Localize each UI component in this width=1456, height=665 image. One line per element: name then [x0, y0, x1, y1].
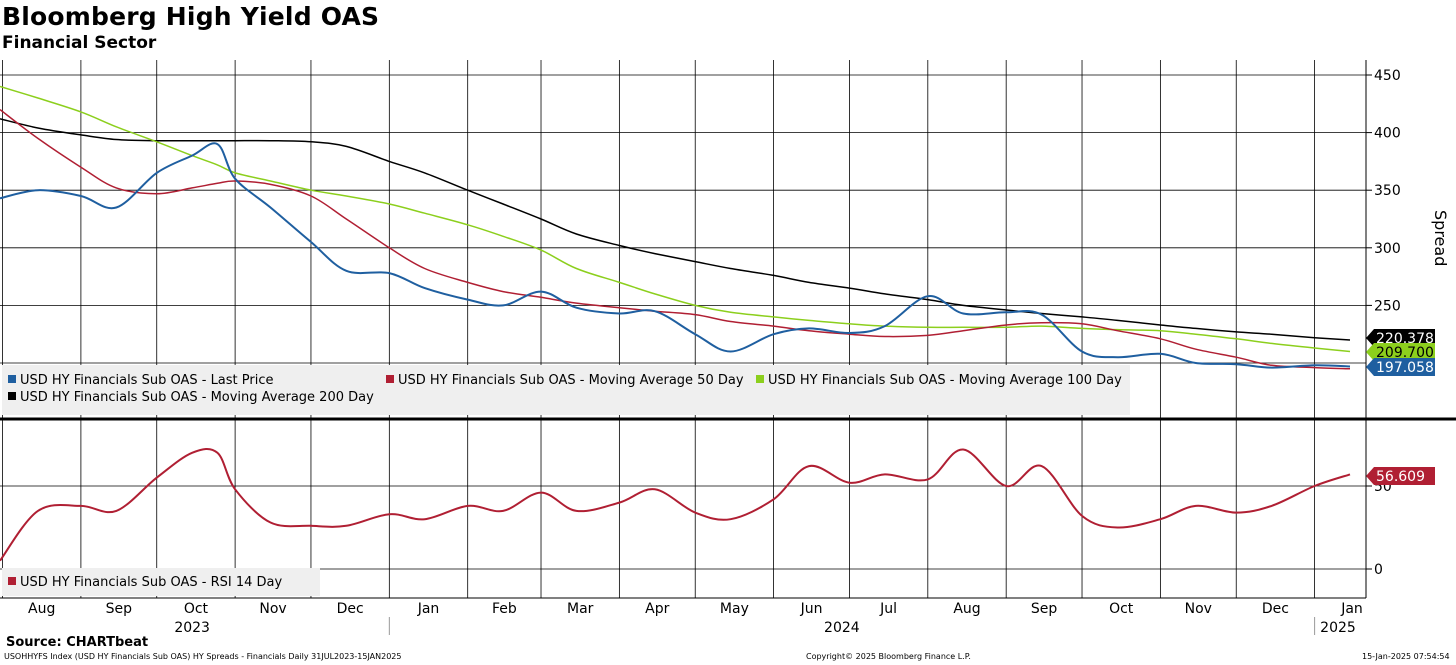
x-tick-label: Sep — [106, 601, 133, 617]
ma200-line — [0, 118, 1351, 341]
rsi-legend-background — [2, 568, 320, 596]
x-tick-label: Aug — [953, 601, 980, 617]
x-year-label: 2025 — [1320, 620, 1356, 636]
y-tick-label: 0 — [1374, 562, 1383, 578]
ma100-line — [0, 85, 1351, 353]
x-tick-label: Dec — [1262, 601, 1289, 617]
footer-timestamp: 15-Jan-2025 07:54:54 — [1362, 652, 1450, 661]
last-price-value-tag-text: 197.058 — [1376, 360, 1434, 376]
ma100-value-tag-box — [1366, 343, 1435, 361]
footer-copyright: Copyright© 2025 Bloomberg Finance L.P. — [806, 652, 971, 661]
x-year-label: 2024 — [824, 620, 860, 636]
legend-entry: USD HY Financials Sub OAS - Moving Avera… — [398, 373, 744, 388]
legend-entry: USD HY Financials Sub OAS - Moving Avera… — [768, 373, 1122, 388]
x-tick-label: Feb — [492, 601, 517, 617]
x-tick-label: Oct — [1109, 601, 1134, 617]
footer-index-note: USOHHYFS Index (USD HY Financials Sub OA… — [4, 652, 402, 661]
x-tick-label: Jul — [879, 601, 897, 617]
y-axis-label: Spread — [1431, 210, 1450, 267]
legend-entry: USD HY Financials Sub OAS - RSI 14 Day — [20, 575, 282, 590]
legend-swatch — [8, 375, 16, 383]
legend-entry: USD HY Financials Sub OAS - Moving Avera… — [20, 390, 374, 405]
legend-entry: USD HY Financials Sub OAS - Last Price — [20, 373, 274, 388]
chart-title: Bloomberg High Yield OAS — [2, 2, 380, 31]
price-legend-background — [2, 365, 1130, 415]
x-tick-label: Dec — [337, 601, 364, 617]
x-tick-label: Jan — [1340, 601, 1363, 617]
y-tick-label: 300 — [1374, 241, 1401, 257]
rsi-line — [0, 447, 1351, 562]
legend-swatch — [8, 392, 16, 400]
ma100-value-tag: 209.700 — [1366, 343, 1435, 361]
y-tick-label: 450 — [1374, 68, 1401, 84]
legend-swatch — [386, 375, 394, 383]
x-tick-label: Aug — [28, 601, 55, 617]
rsi-value-tag-text: 56.609 — [1376, 469, 1425, 485]
chart-subtitle: Financial Sector — [2, 33, 157, 53]
x-tick-label: Jun — [800, 601, 823, 617]
x-tick-label: Sep — [1031, 601, 1058, 617]
y-tick-label: 400 — [1374, 126, 1401, 142]
x-tick-label: Nov — [1185, 601, 1212, 617]
rsi-value-tag: 56.609 — [1366, 467, 1435, 485]
x-year-label: 2023 — [174, 620, 210, 636]
x-tick-label: Jan — [417, 601, 440, 617]
rsi-value-tag-box — [1366, 467, 1435, 485]
price-panel-background — [0, 60, 1366, 418]
source-note: Source: CHARTbeat — [6, 635, 149, 650]
x-tick-label: Apr — [645, 601, 669, 617]
legend-swatch — [8, 577, 16, 585]
ma100-value-tag-text: 209.700 — [1376, 345, 1434, 361]
last-price-line — [0, 142, 1351, 369]
y-tick-label: 250 — [1374, 298, 1401, 314]
last-price-value-tag: 197.058 — [1366, 358, 1435, 376]
ma200-value-tag-box — [1366, 329, 1435, 347]
y-tick-label: 350 — [1374, 183, 1401, 199]
x-tick-label: May — [720, 601, 749, 617]
x-tick-label: Nov — [259, 601, 286, 617]
last-price-value-tag-box — [1366, 358, 1435, 376]
legend-swatch — [756, 375, 764, 383]
x-tick-label: Mar — [567, 601, 594, 617]
x-tick-label: Oct — [184, 601, 209, 617]
